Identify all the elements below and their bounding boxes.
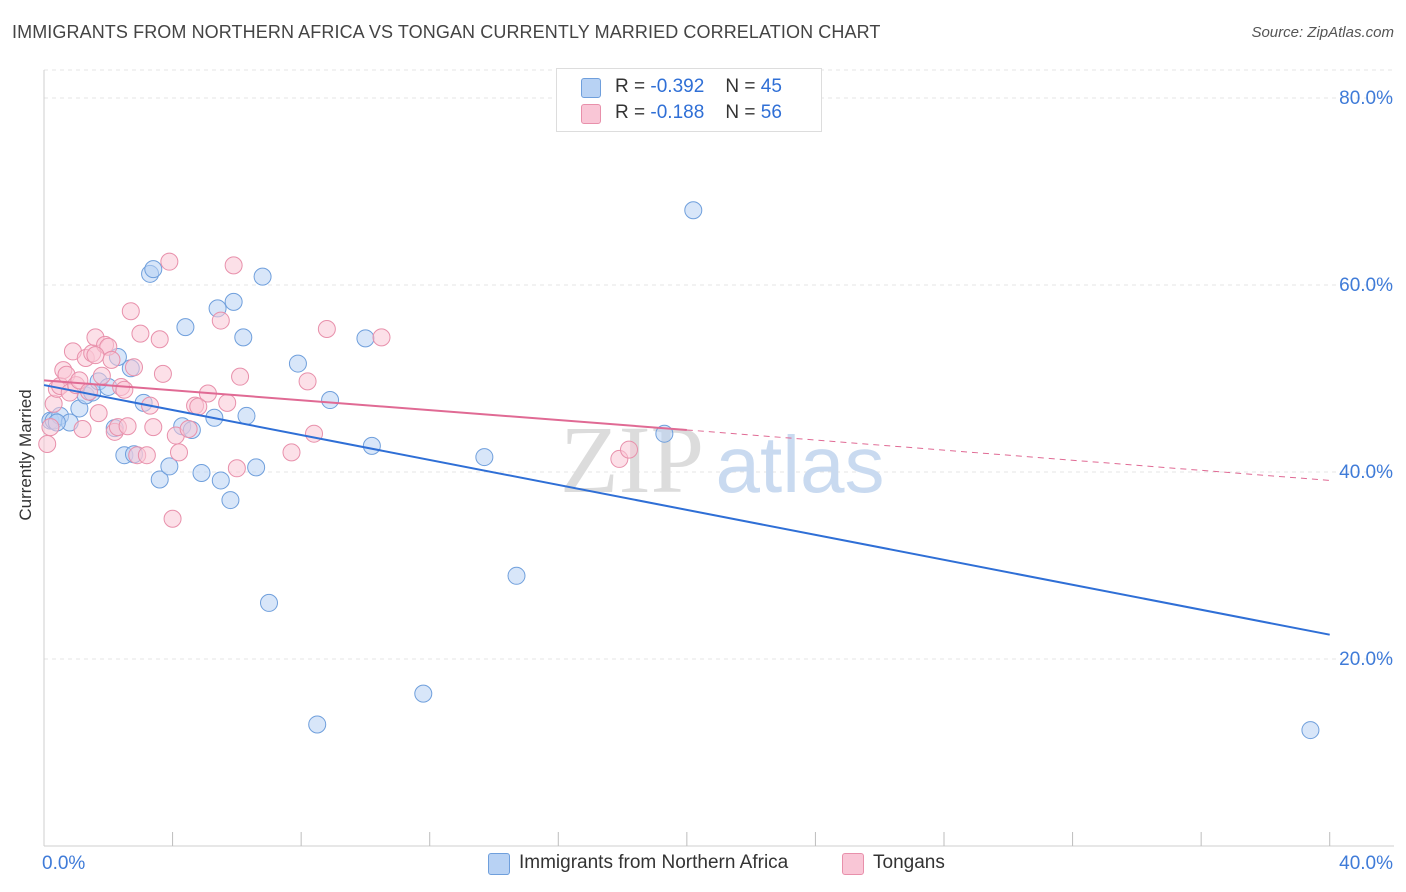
tongan-point [115, 380, 134, 399]
tongan-point [170, 443, 188, 462]
africa-point [221, 491, 240, 510]
legend-n-value-tongan: 56 [760, 102, 782, 123]
watermark-zip: ZIP [560, 406, 704, 513]
africa-point [507, 566, 526, 585]
legend: R = -0.392 N = 45 R = -0.188 N = 56 [556, 68, 822, 132]
africa-point [475, 448, 494, 467]
africa-point [253, 267, 272, 286]
tongan-point [620, 440, 638, 459]
africa-point [176, 318, 195, 337]
tongan-point [282, 443, 301, 462]
tongan-point [118, 417, 137, 436]
africa-point [234, 328, 253, 347]
y-tick-label: 40.0% [1339, 462, 1393, 483]
africa-point [144, 260, 163, 279]
y-tick-label: 60.0% [1339, 275, 1393, 296]
legend-r-value-tongan: -0.188 [650, 102, 705, 123]
x-tick-label: 0.0% [42, 853, 85, 874]
legend-n-label: N = [725, 102, 756, 123]
tongan-point [179, 420, 198, 439]
legend-r-value-africa: -0.392 [650, 76, 705, 97]
x-tick-label: 40.0% [1339, 853, 1393, 874]
tongan-point [218, 393, 237, 412]
tongan-point [131, 324, 150, 343]
y-tick-label: 20.0% [1339, 649, 1393, 670]
axes [43, 70, 1394, 847]
legend-stats-africa: R = -0.392 N = 45 [615, 76, 782, 98]
tongan-point [44, 394, 63, 413]
africa-point [237, 406, 256, 425]
africa-point [308, 715, 327, 734]
tongan-trend-line-extension [686, 429, 1330, 481]
africa-point [260, 593, 278, 612]
africa-point [224, 292, 243, 311]
legend-swatch-africa [581, 78, 601, 98]
gridlines [44, 69, 1394, 660]
africa-point [362, 436, 381, 455]
tongan-point [86, 346, 105, 365]
source-label: Source: ZipAtlas.com [1251, 24, 1394, 41]
tongan-point [144, 418, 163, 437]
legend-n-value-africa: 45 [760, 76, 782, 97]
africa-point [211, 471, 230, 490]
tongan-trend-line [43, 379, 687, 431]
tongan-point [80, 382, 98, 401]
legend-swatch-tongan [581, 104, 601, 124]
tongan-point [89, 404, 108, 423]
africa-point [247, 458, 266, 477]
tongan-point [92, 366, 111, 385]
africa-point [150, 470, 169, 489]
bottom-legend-swatch-africa [488, 853, 510, 875]
tongan-point [163, 509, 182, 528]
tongan-point [153, 364, 172, 383]
tongan-point [227, 459, 246, 478]
africa-point [192, 463, 211, 482]
tongan-point [211, 311, 230, 330]
africa-point [684, 201, 703, 220]
africa-trend-line [43, 384, 1330, 636]
bottom-legend-label-tongan: Tongans [873, 852, 945, 873]
tongan-point [150, 330, 169, 349]
legend-r-label: R = [615, 102, 646, 123]
legend-n-label: N = [725, 76, 756, 97]
tongan-point [102, 350, 121, 369]
bottom-legend-label-africa: Immigrants from Northern Africa [519, 852, 789, 873]
legend-stats-tongan: R = -0.188 N = 56 [615, 102, 782, 124]
tongan-point [137, 446, 156, 465]
chart-title: IMMIGRANTS FROM NORTHERN AFRICA VS TONGA… [12, 22, 881, 42]
tongan-point [231, 367, 250, 386]
tongan-point [372, 328, 391, 347]
watermark-atlas: atlas [716, 420, 885, 509]
africa-point [321, 391, 340, 410]
tongan-point [160, 252, 179, 271]
tick-labels: 20.0% 40.0% 60.0% 80.0% 0.0% 40.0% [42, 88, 1393, 874]
tongan-point [224, 256, 243, 275]
bottom-legend-swatch-tongan [842, 853, 864, 875]
tongan-point [38, 434, 57, 453]
africa-point [288, 354, 307, 373]
y-tick-label: 80.0% [1339, 88, 1393, 109]
watermark: ZIP atlas [560, 406, 884, 513]
tongan-point [317, 319, 336, 338]
africa-point [1301, 721, 1320, 740]
africa-point [160, 457, 179, 476]
legend-r-label: R = [615, 76, 646, 97]
trend-lines [43, 379, 1330, 636]
africa-point [414, 684, 433, 703]
africa-point [356, 329, 375, 348]
tongan-point [121, 302, 140, 321]
tongan-point [125, 358, 143, 377]
tongan-point [298, 372, 317, 391]
tongan-point [73, 420, 92, 439]
tongan-point [41, 418, 60, 437]
